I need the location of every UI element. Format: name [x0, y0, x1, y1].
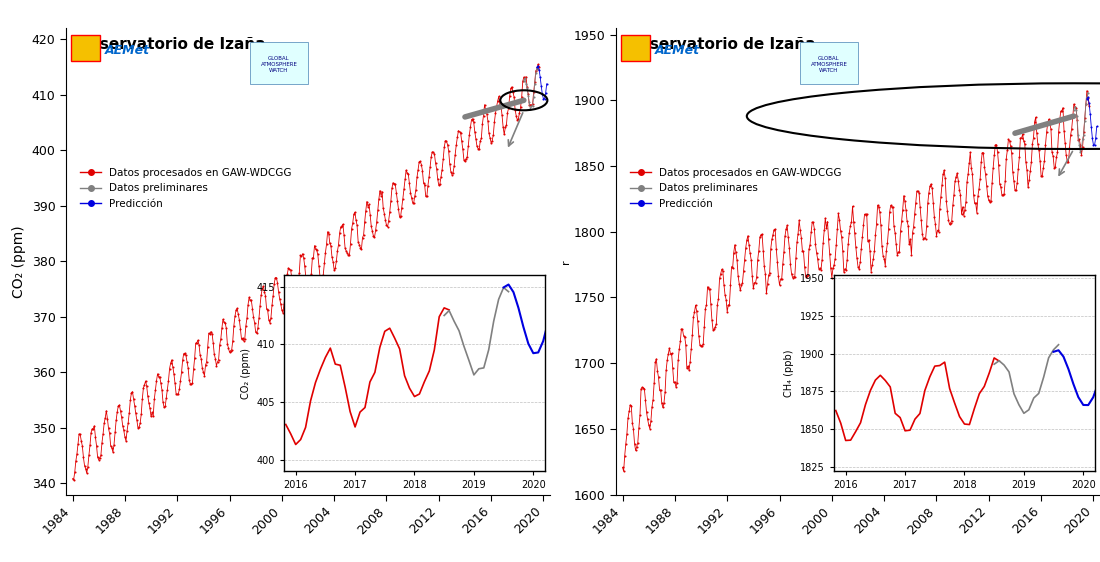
Text: AEMet: AEMet [654, 44, 700, 57]
FancyBboxPatch shape [620, 35, 650, 61]
Legend: Datos procesados en GAW-WDCGG, Datos preliminares, Predicción: Datos procesados en GAW-WDCGG, Datos pre… [626, 164, 846, 212]
Text: Observatorio de Izaña: Observatorio de Izaña [76, 38, 265, 52]
Y-axis label: CO₂ (ppm): CO₂ (ppm) [12, 225, 26, 298]
FancyBboxPatch shape [250, 42, 308, 84]
FancyBboxPatch shape [800, 42, 858, 84]
Text: GLOBAL
ATMOSPHERE
WATCH: GLOBAL ATMOSPHERE WATCH [811, 56, 847, 72]
Y-axis label: r: r [561, 259, 571, 264]
Legend: Datos procesados en GAW-WDCGG, Datos preliminares, Predicción: Datos procesados en GAW-WDCGG, Datos pre… [76, 164, 296, 212]
Text: GLOBAL
ATMOSPHERE
WATCH: GLOBAL ATMOSPHERE WATCH [261, 56, 297, 72]
FancyBboxPatch shape [70, 35, 100, 61]
Text: AEMet: AEMet [104, 44, 150, 57]
Text: Observatorio de Izaña: Observatorio de Izaña [626, 38, 815, 52]
